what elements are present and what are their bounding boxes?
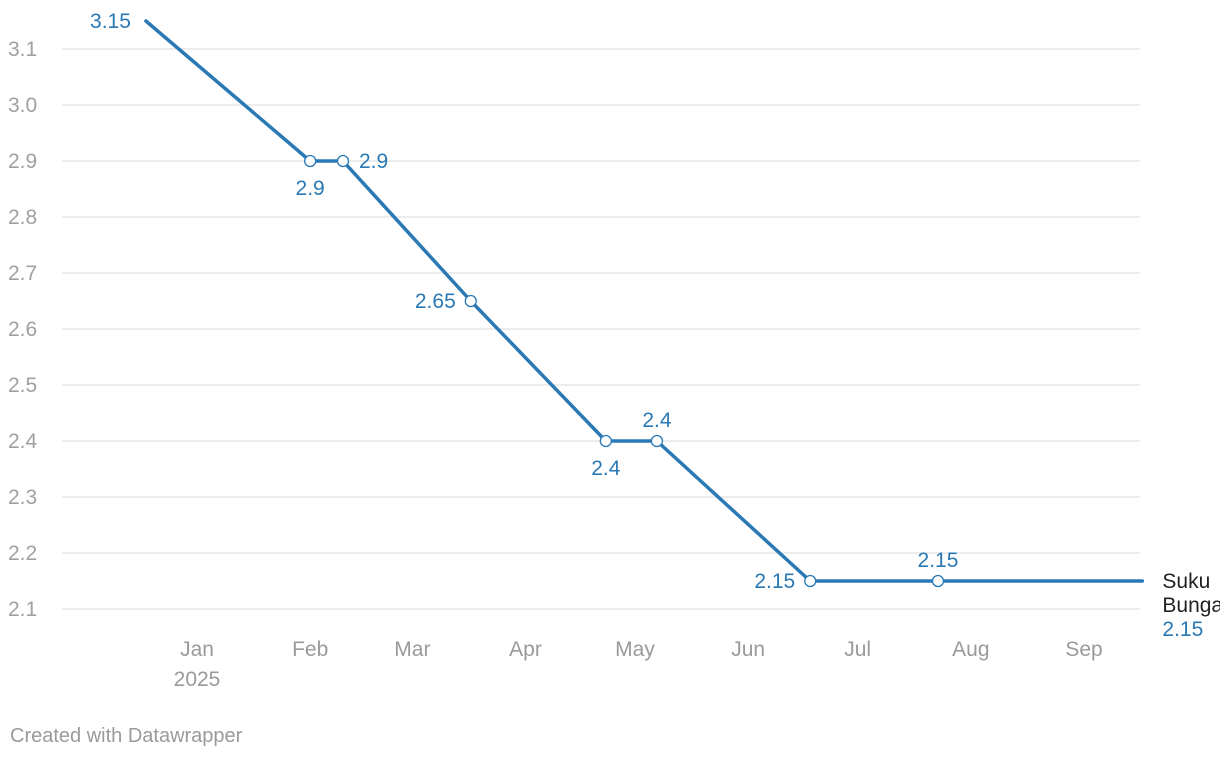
series-end-value-label: 2.15	[1162, 618, 1203, 641]
data-point-marker	[931, 574, 945, 588]
x-tick-label: Aug	[952, 638, 989, 661]
x-tick-label: May	[615, 638, 655, 661]
x-tick-label: Jan	[180, 638, 214, 661]
y-tick-label: 2.5	[8, 374, 37, 397]
x-tick-label: Apr	[509, 638, 542, 661]
data-point-marker	[464, 294, 477, 308]
x-tick-label: Feb	[292, 638, 328, 661]
series-name-label: Bunga	[1162, 594, 1220, 617]
credit-footer: Created with Datawrapper	[10, 725, 243, 747]
x-tick-label: Jul	[844, 638, 871, 661]
y-tick-label: 2.3	[8, 486, 37, 509]
y-tick-label: 2.6	[8, 318, 37, 341]
y-tick-label: 2.4	[8, 430, 38, 453]
data-labels: 3.152.92.92.652.42.42.152.15SukuBunga2.1…	[90, 10, 1220, 641]
data-point-marker	[336, 154, 350, 168]
x-tick-sublabel: 2025	[174, 668, 221, 691]
x-tick-label: Sep	[1065, 638, 1102, 661]
series-layer	[144, 19, 1145, 588]
y-tick-label: 2.1	[8, 598, 37, 621]
x-axis-ticks: Jan 2025 Feb Mar Apr May Jun Jul Aug Sep	[174, 638, 1103, 691]
data-label: 2.4	[642, 409, 672, 432]
y-tick-label: 3.0	[8, 94, 37, 117]
data-point-marker	[599, 434, 612, 448]
data-point-marker	[304, 154, 317, 168]
data-label: 2.9	[296, 177, 325, 200]
data-label: 2.4	[591, 457, 621, 480]
data-label: 3.15	[90, 10, 131, 33]
series-name-label: Suku	[1162, 570, 1210, 593]
y-tick-label: 3.1	[8, 38, 37, 61]
y-tick-label: 2.7	[8, 262, 37, 285]
gridlines	[62, 48, 1140, 610]
x-tick-label: Mar	[394, 638, 430, 661]
y-axis-ticks: 2.1 2.2 2.3 2.4 2.5 2.6 2.7 2.8 2.9 3.0 3.1	[8, 38, 38, 621]
y-tick-label: 2.2	[8, 542, 37, 565]
data-label: 2.9	[359, 150, 388, 173]
x-tick-label: Jun	[731, 638, 765, 661]
data-label: 2.15	[754, 570, 795, 593]
data-label: 2.15	[918, 549, 959, 572]
data-point-marker	[650, 434, 664, 448]
data-label: 2.65	[415, 290, 456, 313]
y-tick-label: 2.9	[8, 150, 37, 173]
data-point-marker	[804, 574, 817, 588]
y-tick-label: 2.8	[8, 206, 37, 229]
